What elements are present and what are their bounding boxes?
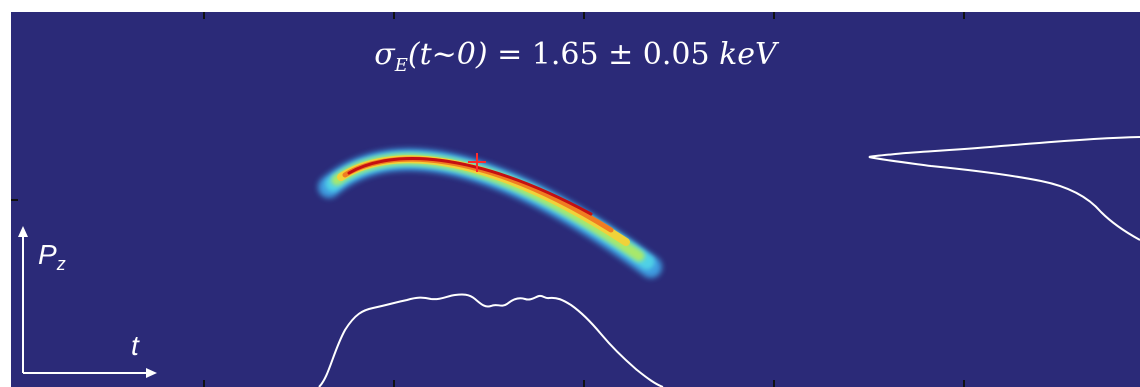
axis-ticks bbox=[11, 12, 965, 387]
title-argument: (t~0) bbox=[407, 37, 488, 72]
phase-space-plot bbox=[11, 12, 1140, 387]
title-symbol: σ bbox=[374, 37, 395, 72]
energy-spread-title: σE(t~0) = 1.65 ± 0.05 keV bbox=[11, 37, 1140, 76]
phase-space-panel: σE(t~0) = 1.65 ± 0.05 keV Pz t bbox=[11, 12, 1140, 387]
horizontal-axis-label: t bbox=[131, 330, 139, 361]
beam-density-arc bbox=[318, 148, 662, 278]
axis-arrows bbox=[18, 226, 157, 378]
vertical-axis-label: Pz bbox=[38, 239, 66, 274]
vertical-axis-subscript: z bbox=[56, 254, 66, 274]
title-value: = 1.65 ± 0.05 bbox=[487, 37, 720, 72]
title-unit: keV bbox=[719, 37, 777, 72]
momentum-projection-profile bbox=[868, 136, 1140, 241]
centroid-marker bbox=[468, 153, 486, 172]
time-projection-profile bbox=[318, 293, 664, 387]
title-symbol-subscript: E bbox=[394, 55, 408, 76]
vertical-axis-symbol: P bbox=[38, 239, 57, 270]
